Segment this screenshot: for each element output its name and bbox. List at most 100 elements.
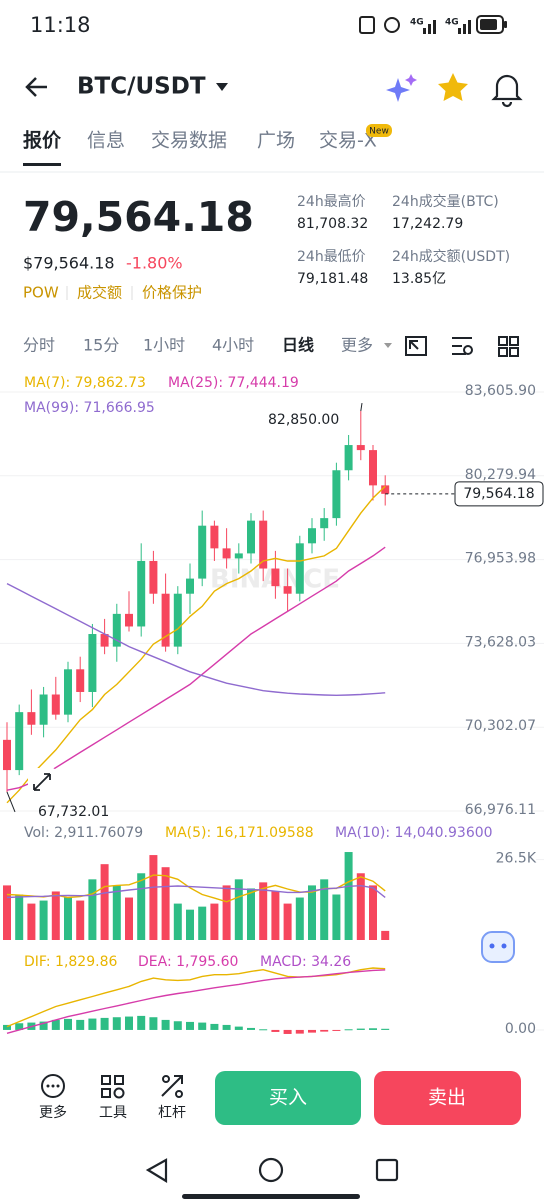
stat-value: 81,708.32 xyxy=(297,216,368,232)
nav-bar xyxy=(145,1157,399,1199)
bar xyxy=(125,1016,133,1030)
candle-body xyxy=(283,586,292,594)
tab[interactable]: 信息 xyxy=(87,130,125,152)
notification-button[interactable] xyxy=(491,74,523,108)
nav-recent[interactable] xyxy=(375,1158,399,1182)
tab[interactable]: 交易数据 xyxy=(151,130,227,152)
candle-body xyxy=(186,578,194,594)
stat-value: 13.85亿 xyxy=(392,271,446,287)
annotation-label: 82,850.00 xyxy=(268,412,339,428)
candle-body xyxy=(3,739,11,771)
tab[interactable]: 广场 xyxy=(257,130,295,152)
stat-label: 24h最低价 xyxy=(297,249,366,265)
bar xyxy=(112,885,121,940)
expand-button[interactable] xyxy=(28,768,56,796)
candle-body xyxy=(295,543,304,594)
ma-line xyxy=(6,546,386,791)
stat-value: 17,242.79 xyxy=(392,216,463,232)
annotation-label: 67,732.01 xyxy=(38,804,109,820)
interval[interactable]: 分时 xyxy=(23,336,55,355)
bar xyxy=(100,1017,109,1030)
bar xyxy=(3,885,11,940)
bar xyxy=(149,1017,158,1030)
ma-line xyxy=(6,884,386,899)
bar xyxy=(381,930,390,940)
candle-body xyxy=(198,525,207,579)
ma-line xyxy=(6,582,386,697)
buy-button[interactable] xyxy=(215,1071,361,1125)
tab[interactable]: 交易-X xyxy=(319,130,377,152)
back-button[interactable] xyxy=(25,77,47,97)
action-label[interactable]: 工具 xyxy=(99,1105,127,1121)
nav-back[interactable] xyxy=(145,1158,168,1183)
network: 4G xyxy=(410,18,424,28)
price-change: -1.80% xyxy=(126,254,183,273)
bar xyxy=(295,1029,304,1034)
bar xyxy=(356,1028,365,1030)
candle-body xyxy=(100,634,109,647)
candle-body xyxy=(39,694,48,725)
last-price: 79,564.18 xyxy=(23,193,254,241)
sell-label[interactable]: 卖出 xyxy=(428,1087,466,1109)
tab[interactable]: 报价 xyxy=(23,129,62,152)
candle-body xyxy=(356,445,365,451)
bar xyxy=(39,900,48,940)
y-tick-label: 73,628.03 xyxy=(465,634,536,650)
y-tick-label: 80,279.94 xyxy=(465,467,536,483)
legend-entry: MA(5): 16,171.09588 xyxy=(165,825,314,841)
candle-body xyxy=(173,593,182,647)
nav-home[interactable] xyxy=(258,1157,284,1183)
buy-label[interactable]: 买入 xyxy=(269,1087,307,1109)
bar xyxy=(295,897,304,940)
stat-label: 24h成交量(BTC) xyxy=(392,193,499,210)
interval[interactable]: 日线 xyxy=(282,336,314,355)
candle-body xyxy=(125,613,133,627)
tag[interactable]: POW xyxy=(23,284,59,302)
bar xyxy=(320,1029,329,1032)
assistant-button[interactable] xyxy=(481,931,515,963)
more-icon[interactable] xyxy=(41,1074,65,1098)
candle-body xyxy=(210,525,219,549)
sell-button[interactable] xyxy=(374,1071,521,1125)
bar xyxy=(308,885,316,940)
bar xyxy=(198,1022,207,1030)
pair-title[interactable]: BTC/USDT xyxy=(77,74,206,100)
tag[interactable]: 价格保护 xyxy=(142,284,202,302)
candle-body xyxy=(222,548,231,559)
y-tick-label: 70,302.07 xyxy=(465,718,536,734)
bar xyxy=(173,903,182,940)
favorite-button[interactable] xyxy=(438,73,468,101)
interval[interactable]: 4小时 xyxy=(212,336,254,355)
bar xyxy=(332,894,341,940)
chart-tool-icons[interactable] xyxy=(405,336,519,357)
bar xyxy=(88,879,97,940)
candle-body xyxy=(332,470,341,519)
bar xyxy=(271,1029,280,1032)
y-tick-label: 0.00 xyxy=(505,1021,536,1037)
bar xyxy=(137,1015,146,1030)
interval[interactable]: 15分 xyxy=(83,336,119,355)
action-label[interactable]: 杠杆 xyxy=(158,1105,186,1121)
tag[interactable]: 成交额 xyxy=(77,284,122,302)
charts: 83,605.90 80,279.94 76,953.98 73,628.03 70,3… xyxy=(0,375,544,1037)
leverage-icon[interactable] xyxy=(161,1075,183,1098)
legend-entry: MA(99): 71,666.95 xyxy=(24,400,155,416)
bar xyxy=(100,864,109,940)
interval[interactable]: 更多 xyxy=(341,336,373,355)
interval[interactable]: 1小时 xyxy=(143,336,185,355)
candle-body xyxy=(137,560,146,627)
bar xyxy=(283,1029,292,1034)
pair-dropdown[interactable] xyxy=(216,83,228,91)
ai-button[interactable] xyxy=(386,74,417,102)
bar xyxy=(344,852,353,940)
candle-body xyxy=(51,694,60,715)
interval-dropdown[interactable] xyxy=(384,343,392,348)
y-tick-label: 76,953.98 xyxy=(465,551,536,567)
action-label[interactable]: 更多 xyxy=(39,1104,67,1121)
bar xyxy=(149,855,158,940)
tab-underline xyxy=(23,163,61,166)
candle-body xyxy=(308,528,316,544)
tools-icon[interactable] xyxy=(101,1075,125,1099)
